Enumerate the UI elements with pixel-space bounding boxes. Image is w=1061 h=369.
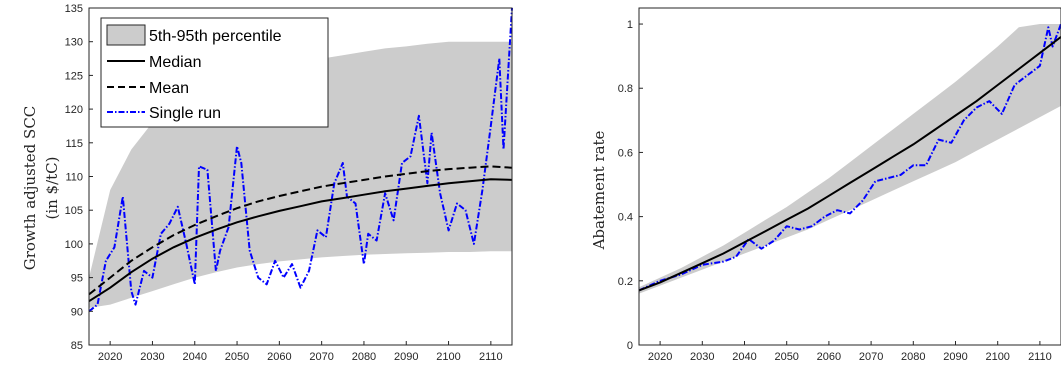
left-xtick-label: 2020	[98, 351, 122, 363]
left-ytick-label: 120	[65, 104, 83, 116]
right-xtick-label: 2040	[732, 351, 756, 363]
legend: 5th-95th percentile Median Mean Single r…	[100, 17, 329, 128]
left-chart: 2020 2030 2040 2050 2060 2070 2080 2090 2100 2110…	[21, 3, 513, 363]
legend-label-mean: Mean	[149, 80, 189, 97]
right-xtick-label: 2100	[985, 351, 1009, 363]
right-xtick-label: 2030	[690, 351, 714, 363]
right-xtick-label: 2020	[648, 351, 672, 363]
right-y-ticks: 0 0.2 0.4 0.6 0.8 1	[618, 19, 643, 352]
right-percentile-band	[639, 24, 1061, 294]
right-xtick-label: 2050	[774, 351, 798, 363]
left-y-ticks: 85 90 95 100 105 110 115 120 125 130 135	[65, 3, 93, 352]
right-lines	[638, 23, 1061, 292]
left-xtick-label: 2110	[479, 351, 503, 363]
left-ytick-label: 125	[65, 70, 83, 82]
left-lines	[88, 7, 513, 313]
right-ytick-label: 0.4	[618, 212, 633, 224]
left-ytick-label: 95	[71, 273, 83, 285]
left-xtick-label: 2060	[267, 351, 291, 363]
legend-label-band: 5th-95th percentile	[149, 28, 282, 45]
left-ytick-label: 110	[65, 172, 83, 184]
right-y-label: Abatement rate	[590, 130, 608, 250]
right-ytick-label: 1	[627, 19, 633, 31]
left-xtick-label: 2030	[140, 351, 164, 363]
left-ytick-label: 85	[71, 340, 83, 352]
right-chart: 2020 2030 2040 2050 2060 2070 2080 2090 2100 2110…	[590, 7, 1061, 363]
right-axes-box	[638, 7, 1061, 346]
left-x-ticks: 2020 2030 2040 2050 2060 2070 2080 2090 2100 2110	[98, 341, 503, 363]
right-xtick-label: 2060	[817, 351, 841, 363]
right-xtick-label: 2110	[1028, 351, 1052, 363]
right-xtick-label: 2090	[943, 351, 967, 363]
left-xtick-label: 2080	[352, 351, 376, 363]
right-ytick-label: 0.8	[618, 83, 633, 95]
left-xtick-label: 2100	[436, 351, 460, 363]
left-xtick-label: 2040	[183, 351, 207, 363]
right-xtick-label: 2080	[901, 351, 925, 363]
left-ytick-label: 135	[65, 3, 83, 15]
left-xtick-label: 2070	[309, 351, 333, 363]
left-y-label-line2: (in $/tC)	[43, 156, 61, 219]
left-xtick-label: 2090	[394, 351, 418, 363]
right-x-ticks: 2020 2030 2040 2050 2060 2070 2080 2090 2100 2110	[648, 341, 1052, 363]
left-xtick-label: 2050	[225, 351, 249, 363]
right-median-line	[638, 36, 1061, 292]
legend-label-single: Single run	[149, 105, 221, 122]
left-y-label-line1: Growth adjusted SCC	[21, 106, 39, 271]
legend-label-median: Median	[149, 54, 201, 71]
right-ytick-label: 0	[627, 340, 633, 352]
legend-swatch-band	[106, 24, 146, 46]
right-band-area	[639, 24, 1061, 294]
left-ytick-label: 115	[65, 138, 83, 150]
right-ytick-label: 0.2	[618, 276, 633, 288]
left-mean-line	[88, 165, 513, 296]
left-ytick-label: 130	[65, 37, 83, 49]
left-median-line	[88, 178, 513, 303]
left-single-run-line	[88, 7, 513, 313]
right-xtick-label: 2070	[859, 351, 883, 363]
right-ytick-label: 0.6	[618, 147, 633, 159]
left-ytick-label: 90	[71, 306, 83, 318]
left-ytick-label: 100	[65, 239, 83, 251]
left-ytick-label: 105	[65, 205, 83, 217]
